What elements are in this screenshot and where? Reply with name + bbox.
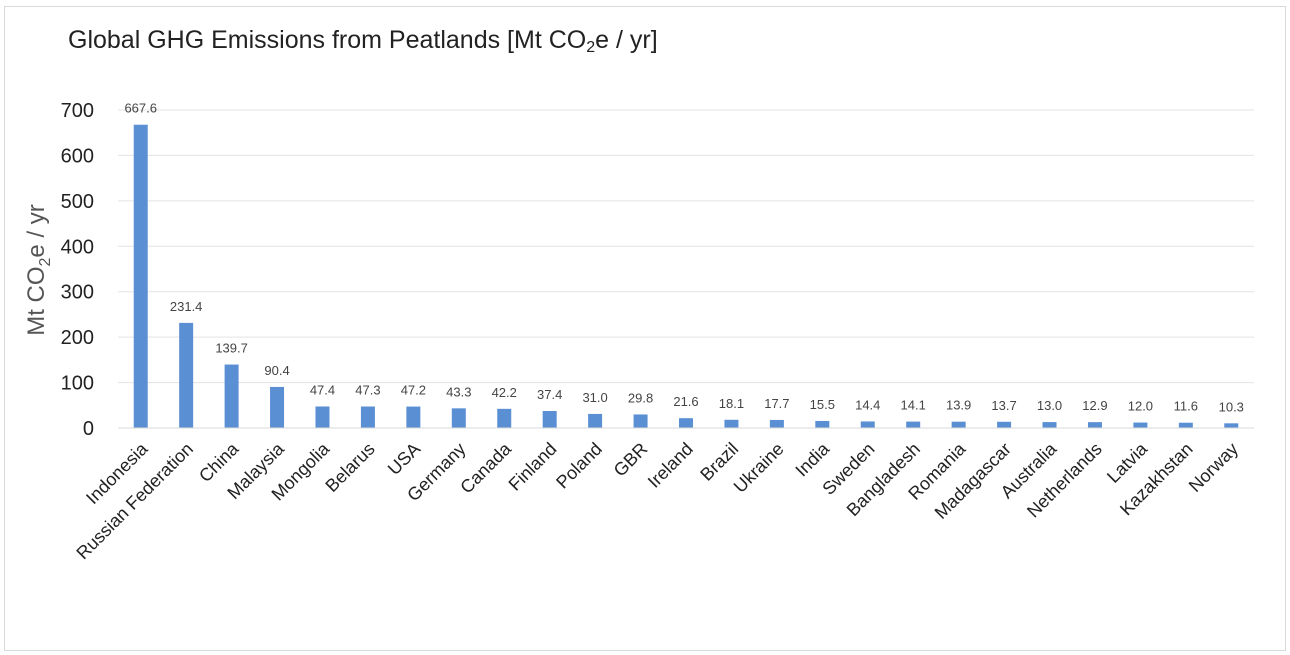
chart-title-subscript: 2 xyxy=(586,39,596,56)
bar-australia xyxy=(1042,422,1057,428)
data-label: 13.9 xyxy=(946,398,971,413)
data-label: 12.9 xyxy=(1082,398,1107,413)
data-label: 12.0 xyxy=(1128,399,1153,414)
bars xyxy=(133,124,1239,428)
data-label: 29.8 xyxy=(628,390,653,405)
x-tick-label: Ireland xyxy=(644,439,697,492)
bar-malaysia xyxy=(270,386,285,428)
bar-bangladesh xyxy=(906,421,921,428)
bar-ireland xyxy=(679,418,693,428)
x-tick-label: GBR xyxy=(610,439,652,481)
data-label: 43.3 xyxy=(446,384,471,399)
gridlines xyxy=(118,109,1254,384)
bar-brazil xyxy=(724,419,739,428)
bar-belarus xyxy=(360,406,375,428)
bar-romania xyxy=(951,421,966,428)
bar-china xyxy=(224,364,239,428)
bar-usa xyxy=(406,406,421,428)
y-tick-label: 600 xyxy=(61,145,94,167)
y-axis-label-tail: e / yr xyxy=(23,204,50,257)
data-label: 13.7 xyxy=(991,398,1016,413)
y-tick-label: 500 xyxy=(61,191,94,213)
bar-kazakhstan xyxy=(1178,422,1193,428)
y-tick-label: 100 xyxy=(61,373,94,395)
data-label: 231.4 xyxy=(170,299,203,314)
y-axis-label: Mt CO2e / yr xyxy=(23,204,54,336)
x-tick-label: Finland xyxy=(505,439,561,495)
bar-latvia xyxy=(1133,422,1148,428)
data-label: 47.3 xyxy=(355,383,380,398)
chart-frame xyxy=(4,6,1286,651)
data-label: 90.4 xyxy=(264,363,289,378)
data-label: 667.6 xyxy=(124,101,157,116)
y-axis-label-main: Mt CO xyxy=(23,266,50,335)
data-label: 18.1 xyxy=(719,396,744,411)
bar-canada xyxy=(497,408,512,428)
bar-poland xyxy=(588,413,603,428)
data-label: 47.4 xyxy=(310,382,335,397)
y-tick-label: 200 xyxy=(61,327,94,349)
y-axis-label-subscript: 2 xyxy=(37,257,54,266)
data-label: 17.7 xyxy=(764,396,789,411)
x-tick-label: Belarus xyxy=(321,439,378,496)
data-label: 42.2 xyxy=(492,385,517,400)
bar-russian-federation xyxy=(179,322,194,428)
x-tick-label: Norway xyxy=(1185,439,1242,496)
y-axis-ticks: 0 100 200 300 400 500 600 700 xyxy=(61,100,94,440)
x-tick-label: Ukraine xyxy=(730,439,788,497)
bar-netherlands xyxy=(1087,422,1102,428)
y-tick-label: 300 xyxy=(61,282,94,304)
data-label: 15.5 xyxy=(810,397,835,412)
bar-india xyxy=(815,420,830,428)
bar-germany xyxy=(451,408,466,428)
data-label: 139.7 xyxy=(215,341,248,356)
data-label: 21.6 xyxy=(673,394,698,409)
bar-ukraine xyxy=(769,419,784,428)
data-label: 10.3 xyxy=(1219,399,1244,414)
x-tick-label: India xyxy=(791,438,833,480)
y-tick-label: 400 xyxy=(61,236,94,258)
data-labels: 667.6 231.4 139.7 90.4 47.4 47.3 47.2 43.3 42.2 3… xyxy=(124,101,1243,415)
chart-title: Global GHG Emissions from Peatlands [Mt … xyxy=(68,26,658,57)
bar-mongolia xyxy=(315,406,330,428)
bar-madagascar xyxy=(997,421,1012,428)
bar-norway xyxy=(1224,423,1239,428)
data-label: 14.1 xyxy=(901,398,926,413)
x-tick-label: Poland xyxy=(552,439,606,493)
bar-sweden xyxy=(860,421,875,428)
data-label: 47.2 xyxy=(401,383,426,398)
data-label: 13.0 xyxy=(1037,398,1062,413)
chart-title-tail: e / yr] xyxy=(595,26,658,54)
bar-indonesia xyxy=(133,124,148,428)
data-label: 31.0 xyxy=(582,390,607,405)
data-label: 37.4 xyxy=(537,387,562,402)
x-tick-label: Canada xyxy=(456,438,515,497)
chart-title-main: Global GHG Emissions from Peatlands [Mt … xyxy=(68,26,587,54)
bar-finland xyxy=(542,411,557,428)
bar-gbr xyxy=(633,414,648,428)
y-tick-label: 700 xyxy=(61,100,94,122)
y-tick-label: 0 xyxy=(83,418,94,440)
data-label: 14.4 xyxy=(855,397,880,412)
x-tick-label: USA xyxy=(384,439,424,479)
data-label: 11.6 xyxy=(1174,399,1198,414)
